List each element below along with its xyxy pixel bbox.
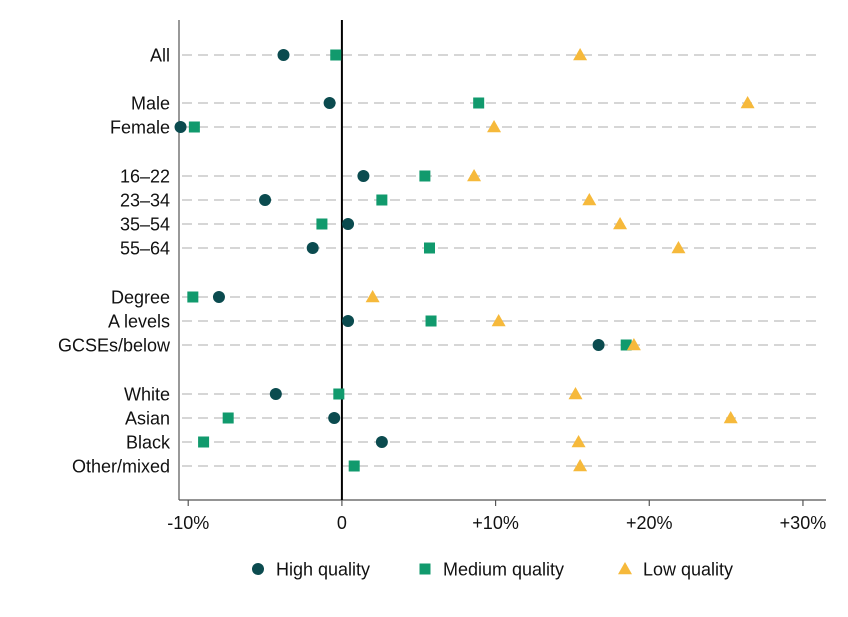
legend-label: Low quality	[643, 560, 733, 580]
circle-point	[306, 242, 319, 254]
circle-point	[277, 49, 290, 61]
triangle-point	[613, 217, 628, 230]
triangle-point	[626, 338, 641, 351]
circle-point	[212, 291, 225, 303]
category-label: 55–64	[120, 239, 170, 259]
x-tick-label: +30%	[780, 513, 827, 533]
x-tick-label: -10%	[167, 513, 209, 533]
square-point	[330, 49, 342, 61]
square-point	[188, 121, 200, 133]
circle-point	[592, 339, 605, 351]
triangle-point	[582, 193, 597, 206]
gridlines	[182, 54, 822, 467]
square-point	[187, 291, 199, 303]
triangle-point	[740, 96, 755, 109]
square-point	[348, 460, 360, 472]
legend-label: High quality	[276, 560, 370, 580]
legend-circle-icon	[252, 563, 264, 575]
category-label: Black	[126, 433, 171, 453]
square-point	[222, 412, 234, 424]
triangle-point	[573, 459, 588, 472]
triangle-point	[487, 120, 502, 133]
circle-point	[323, 97, 336, 109]
triangle-point	[467, 169, 482, 182]
data-markers	[174, 48, 755, 472]
circle-point	[342, 315, 355, 327]
square-point	[473, 97, 485, 109]
square-point	[333, 388, 345, 400]
triangle-point	[491, 314, 506, 327]
category-label: Asian	[125, 409, 170, 429]
triangle-point	[568, 387, 583, 400]
square-point	[424, 242, 436, 254]
category-label: 16–22	[120, 167, 170, 187]
category-label: 35–54	[120, 215, 170, 235]
x-tick-label: 0	[337, 513, 347, 533]
series-square	[187, 49, 632, 472]
category-label: Degree	[111, 288, 170, 308]
legend-item: High quality	[252, 560, 370, 580]
x-tick-label: +20%	[626, 513, 673, 533]
category-label: Other/mixed	[72, 457, 170, 477]
square-point	[376, 194, 388, 206]
category-label: A levels	[108, 312, 170, 332]
category-label: 23–34	[120, 191, 170, 211]
legend-square-icon	[419, 563, 431, 575]
triangle-point	[671, 241, 686, 254]
square-point	[425, 315, 437, 327]
triangle-point	[571, 435, 586, 448]
triangle-point	[723, 411, 738, 424]
category-label: All	[150, 46, 170, 66]
legend-label: Medium quality	[443, 560, 564, 580]
triangle-point	[365, 290, 380, 303]
square-point	[198, 436, 210, 448]
category-label: Female	[110, 118, 170, 138]
circle-point	[259, 194, 272, 206]
category-labels: All Male Female 16–22 23–34 35–54 55–64 Degree A…	[58, 46, 171, 477]
category-label: Male	[131, 94, 170, 114]
circle-point	[375, 436, 388, 448]
circle-point	[328, 412, 341, 424]
circle-point	[342, 218, 355, 230]
x-tick-labels: -10% 0 +10% +20% +30%	[167, 513, 826, 533]
triangle-point	[573, 48, 588, 61]
series-triangle	[365, 48, 755, 472]
category-label: White	[124, 385, 170, 405]
square-point	[316, 218, 328, 230]
axes	[178, 20, 826, 506]
category-label: GCSEs/below	[58, 336, 171, 356]
square-point	[419, 170, 431, 182]
square-point	[620, 339, 632, 351]
legend: High quality Medium quality Low quality	[252, 560, 733, 580]
circle-point	[174, 121, 187, 133]
x-tick-label: +10%	[472, 513, 519, 533]
circle-point	[269, 388, 282, 400]
circle-point	[357, 170, 370, 182]
series-circle	[174, 49, 605, 448]
legend-item: Medium quality	[419, 560, 564, 580]
legend-item: Low quality	[618, 560, 733, 580]
legend-triangle-icon	[618, 562, 632, 575]
